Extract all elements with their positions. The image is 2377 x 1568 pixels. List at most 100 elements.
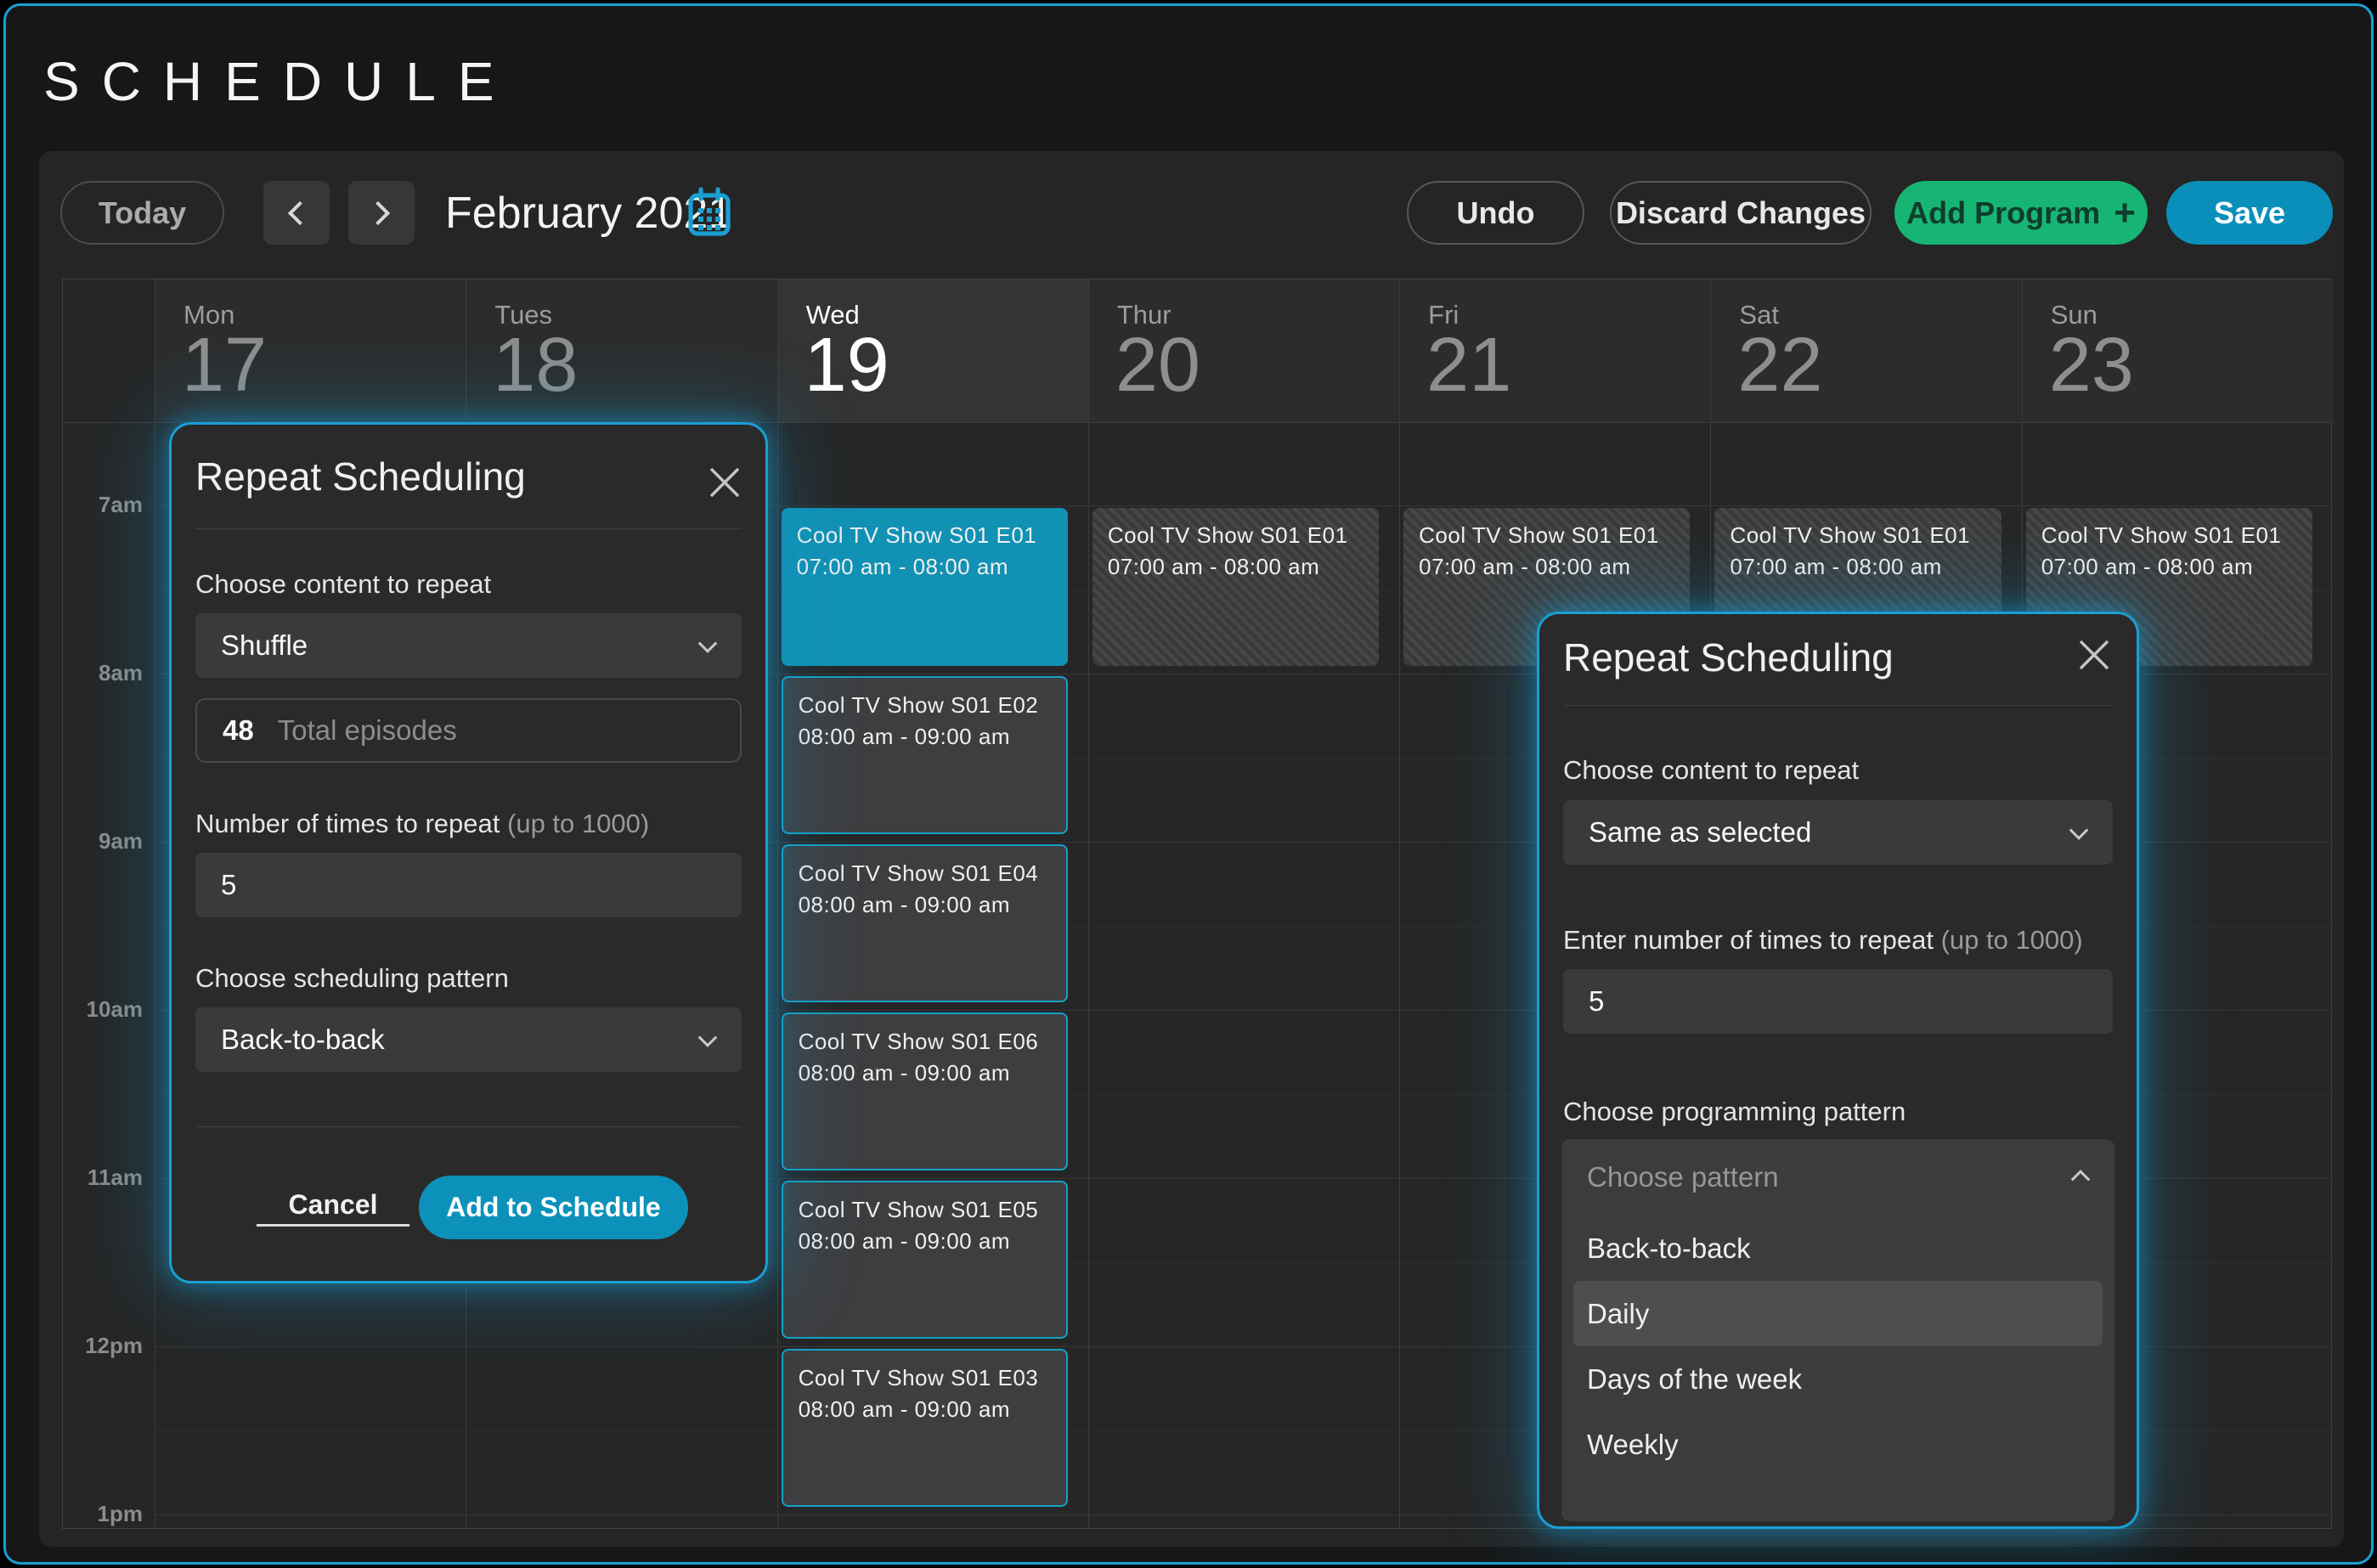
half-hour-line xyxy=(155,926,2333,927)
scheduling-pattern-label: Choose scheduling pattern xyxy=(195,963,509,993)
day-header-fri[interactable]: Fri 21 xyxy=(1399,279,1711,422)
hour-line xyxy=(155,1010,2333,1011)
event-time: 08:00 am - 09:00 am xyxy=(798,1228,1010,1254)
header-bottom-line xyxy=(63,422,2333,423)
current-month-label: February 2021 xyxy=(445,188,733,238)
event-time: 07:00 am - 08:00 am xyxy=(1419,554,1631,579)
event-title: Cool TV Show S01 E03 xyxy=(798,1365,1039,1390)
calendar-event[interactable]: Cool TV Show S01 E06 08:00 am - 09:00 am xyxy=(781,1012,1068,1170)
hour-line xyxy=(155,505,2333,506)
day-number: 23 xyxy=(2048,323,2134,408)
today-button-label: Today xyxy=(98,195,187,230)
day-name: Mon xyxy=(183,300,235,330)
day-name: Sun xyxy=(2050,300,2098,330)
repeat-scheduling-modal-right: Repeat Scheduling Choose content to repe… xyxy=(1537,612,2139,1529)
content-dropdown-value: Shuffle xyxy=(221,629,308,661)
divider xyxy=(1563,705,2113,706)
day-header-sun[interactable]: Sun 23 xyxy=(2021,279,2333,422)
event-time: 08:00 am - 09:00 am xyxy=(798,892,1010,917)
total-episodes-field[interactable]: 48 Total episodes xyxy=(195,698,742,763)
close-icon[interactable] xyxy=(706,464,743,501)
hour-line xyxy=(155,1514,2333,1515)
cancel-button[interactable]: Cancel xyxy=(257,1189,409,1227)
save-button-label: Save xyxy=(2213,195,2286,230)
save-button[interactable]: Save xyxy=(2166,181,2333,245)
pattern-dropdown-open: Choose pattern Back-to-back Daily Days of … xyxy=(1561,1139,2114,1521)
total-episodes-value: 48 xyxy=(223,714,254,746)
day-header-tues[interactable]: Tues 18 xyxy=(466,279,777,422)
chevron-down-icon xyxy=(2069,821,2089,840)
time-label: 9am xyxy=(98,828,143,854)
total-episodes-placeholder: Total episodes xyxy=(277,714,457,746)
event-time: 07:00 am - 08:00 am xyxy=(1107,554,1320,579)
day-name: Sat xyxy=(1739,300,1779,330)
discard-changes-button[interactable]: Discard Changes xyxy=(1610,181,1872,245)
pattern-option-days-of-the-week[interactable]: Days of the week xyxy=(1587,1362,1803,1395)
close-icon[interactable] xyxy=(2075,636,2113,674)
next-week-button[interactable] xyxy=(348,181,415,245)
column-separator xyxy=(776,279,778,1530)
content-dropdown[interactable]: Shuffle xyxy=(195,613,742,678)
calendar-event[interactable]: Cool TV Show S01 E03 08:00 am - 09:00 am xyxy=(781,1349,1068,1507)
calendar-icon[interactable] xyxy=(686,187,732,238)
day-name: Wed xyxy=(805,300,860,330)
repeat-count-value: 5 xyxy=(1589,985,1605,1017)
calendar-event[interactable]: Cool TV Show S01 E01 07:00 am - 08:00 am xyxy=(1092,508,1380,666)
calendar-event[interactable]: Cool TV Show S01 E02 08:00 am - 09:00 am xyxy=(781,676,1068,834)
divider xyxy=(195,528,742,529)
time-label: 12pm xyxy=(85,1333,143,1358)
event-title: Cool TV Show S01 E01 xyxy=(1730,522,1971,548)
day-header-wed[interactable]: Wed 19 xyxy=(776,279,1088,422)
repeat-count-field[interactable]: 5 xyxy=(195,853,742,917)
day-header-thur[interactable]: Thur 20 xyxy=(1087,279,1400,422)
pattern-option-weekly[interactable]: Weekly xyxy=(1587,1428,1679,1460)
pattern-dropdown-header[interactable]: Choose pattern xyxy=(1561,1139,2114,1215)
add-to-schedule-button[interactable]: Add to Schedule xyxy=(419,1176,688,1239)
event-title: Cool TV Show S01 E01 xyxy=(1419,522,1659,548)
event-time: 07:00 am - 08:00 am xyxy=(2041,554,2254,579)
discard-changes-label: Discard Changes xyxy=(1615,195,1866,230)
day-number: 19 xyxy=(804,323,889,408)
add-program-button[interactable]: Add Program + xyxy=(1894,181,2148,245)
content-to-repeat-label: Choose content to repeat xyxy=(195,569,492,599)
calendar-event[interactable]: Cool TV Show S01 E01 07:00 am - 08:00 am xyxy=(781,508,1068,666)
divider xyxy=(195,1126,742,1127)
chevron-right-icon xyxy=(365,200,391,225)
undo-button[interactable]: Undo xyxy=(1407,181,1584,245)
modal-title: Repeat Scheduling xyxy=(1563,635,1894,680)
prev-week-button[interactable] xyxy=(263,181,330,245)
chevron-left-icon xyxy=(287,200,313,225)
app-window: SCHEDULE Today February 2021 xyxy=(3,3,2374,1565)
event-time: 08:00 am - 09:00 am xyxy=(798,724,1010,749)
time-label: 10am xyxy=(86,996,144,1022)
event-time: 07:00 am - 08:00 am xyxy=(1730,554,1942,579)
half-hour-line xyxy=(155,1430,2333,1431)
repeat-count-label: Number of times to repeat (up to 1000) xyxy=(195,809,650,838)
today-button[interactable]: Today xyxy=(60,181,224,245)
half-hour-line xyxy=(155,1262,2333,1263)
pattern-option-back-to-back[interactable]: Back-to-back xyxy=(1587,1232,1751,1264)
scheduling-pattern-dropdown[interactable]: Back-to-back xyxy=(195,1007,742,1072)
page-title: SCHEDULE xyxy=(43,51,517,112)
content-dropdown[interactable]: Same as selected xyxy=(1563,800,2113,865)
column-separator xyxy=(1399,279,1401,1530)
time-label: 7am xyxy=(98,492,143,517)
programming-pattern-label: Choose programming pattern xyxy=(1563,1097,1906,1126)
repeat-count-value: 5 xyxy=(221,869,237,900)
calendar-event[interactable]: Cool TV Show S01 E05 08:00 am - 09:00 am xyxy=(781,1181,1068,1339)
day-header-mon[interactable]: Mon 17 xyxy=(155,279,466,422)
day-number: 18 xyxy=(493,323,579,408)
half-hour-line xyxy=(155,1094,2333,1095)
column-separator xyxy=(1087,279,1089,1530)
repeat-count-field[interactable]: 5 xyxy=(1563,969,2113,1034)
pattern-option-daily[interactable]: Daily xyxy=(1573,1281,2103,1346)
hour-line xyxy=(155,1346,2333,1347)
calendar-event[interactable]: Cool TV Show S01 E04 08:00 am - 09:00 am xyxy=(781,844,1068,1002)
hour-line xyxy=(155,842,2333,843)
half-hour-line xyxy=(155,758,2333,759)
day-header-sat[interactable]: Sat 22 xyxy=(1710,279,2022,422)
event-title: Cool TV Show S01 E01 xyxy=(1107,522,1348,548)
time-label: 11am xyxy=(87,1165,143,1190)
time-label: 8am xyxy=(98,660,143,685)
pattern-placeholder: Choose pattern xyxy=(1587,1161,1779,1193)
